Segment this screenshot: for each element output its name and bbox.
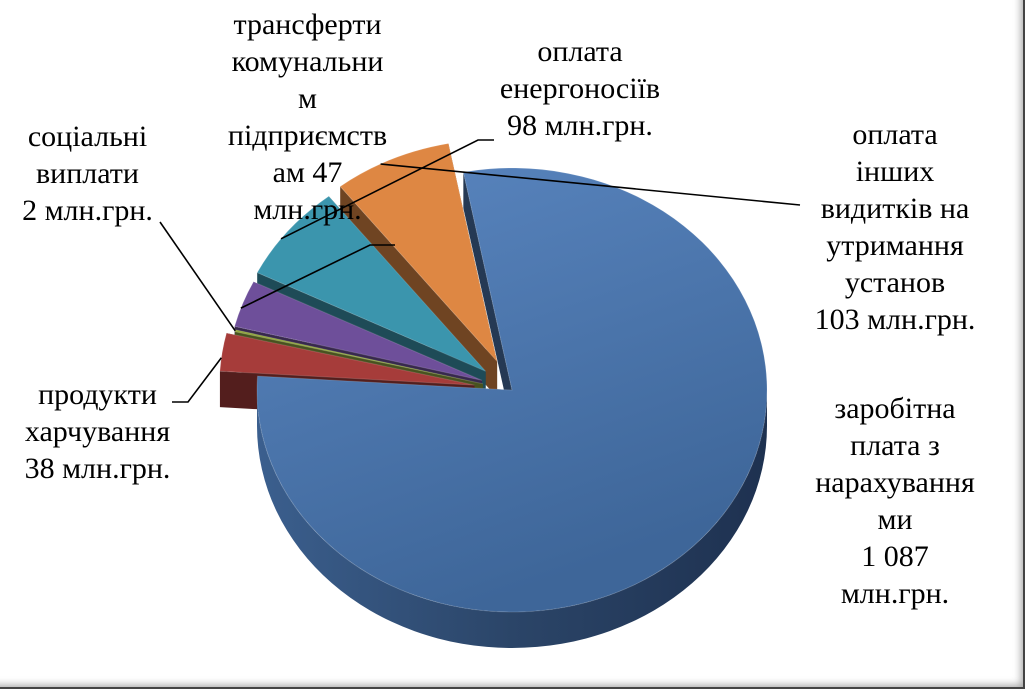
slice-label-line: продукти bbox=[38, 378, 157, 411]
slice-transfers bbox=[233, 281, 483, 381]
slice-salary-side bbox=[257, 390, 767, 648]
slice-label-line: м bbox=[298, 82, 317, 115]
slice-label-line: оплата bbox=[537, 35, 623, 68]
slice-label-food: продукти харчування 38 млн.грн. bbox=[10, 376, 185, 487]
slice-label-line: млн.грн. bbox=[253, 193, 362, 226]
slice-label-energy: оплата енергоносіїв 98 млн.грн. bbox=[480, 33, 680, 144]
slice-label-line: 38 млн.грн. bbox=[24, 452, 171, 485]
slice-energy bbox=[256, 195, 487, 372]
slice-label-line: млн.грн. bbox=[840, 577, 950, 610]
leader-line-other bbox=[380, 163, 801, 206]
slice-label-line: заробітна bbox=[834, 392, 956, 425]
slice-label-line: трансферти bbox=[233, 8, 382, 41]
slice-label-line: соціальні bbox=[27, 120, 148, 153]
slice-label-line: харчування bbox=[24, 415, 171, 448]
slice-salary-wall bbox=[463, 172, 512, 426]
leader-line-social bbox=[159, 221, 236, 332]
slice-label-line: 1 087 bbox=[861, 540, 929, 573]
slice-label-line: 98 млн.грн. bbox=[507, 109, 653, 142]
slice-label-line: підприємств bbox=[227, 119, 388, 152]
slice-label-social: соціальні виплати 2 млн.грн. bbox=[5, 118, 170, 229]
slice-label-line: установ bbox=[844, 266, 946, 299]
slice-label-line: виплати bbox=[36, 157, 139, 190]
slice-label-line: інших bbox=[855, 155, 935, 188]
slice-label-salary: заробітна плата з нарахування ми 1 087 м… bbox=[800, 390, 990, 612]
slice-salary bbox=[256, 167, 768, 613]
slice-label-line: енергоносіїв bbox=[499, 72, 661, 105]
slice-label-line: ми bbox=[877, 503, 913, 536]
slice-label-line: 103 млн.грн. bbox=[814, 303, 976, 336]
leader-line-energy bbox=[280, 139, 494, 240]
slice-label-line: комунальни bbox=[231, 45, 384, 78]
slice-label-line: видитків на bbox=[820, 192, 970, 225]
slice-label-line: 2 млн.грн. bbox=[22, 194, 153, 227]
leader-line-food bbox=[172, 357, 223, 403]
slice-food bbox=[219, 332, 475, 386]
slice-label-line: нарахування bbox=[815, 466, 975, 499]
slice-label-other: оплата інших видитків на утримання устан… bbox=[795, 116, 995, 338]
leader-line-transfers bbox=[240, 244, 395, 309]
slice-label-line: оплата bbox=[852, 118, 938, 151]
slice-other bbox=[339, 142, 498, 364]
slice-label-line: ам 47 bbox=[272, 156, 343, 189]
slice-label-transfers: трансферти комунальни м підприємств ам 4… bbox=[210, 6, 405, 228]
slice-label-line: утримання bbox=[826, 229, 964, 262]
slice-label-line: плата з bbox=[850, 429, 940, 462]
